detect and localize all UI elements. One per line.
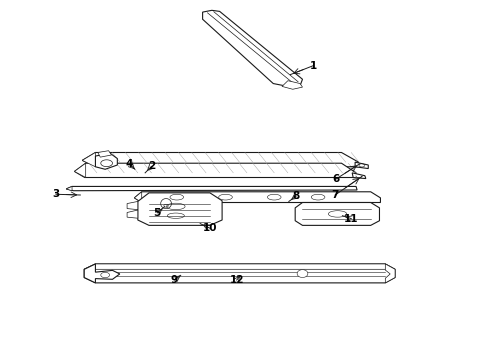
Ellipse shape — [219, 194, 232, 200]
Polygon shape — [84, 264, 395, 283]
Text: 12: 12 — [229, 275, 244, 285]
Text: 6: 6 — [332, 174, 339, 184]
Polygon shape — [66, 186, 357, 191]
Ellipse shape — [167, 203, 185, 210]
Ellipse shape — [170, 194, 184, 200]
Polygon shape — [74, 163, 86, 177]
Polygon shape — [295, 203, 379, 225]
Polygon shape — [84, 264, 395, 269]
Ellipse shape — [268, 194, 281, 200]
Text: 2: 2 — [148, 161, 155, 171]
Polygon shape — [82, 153, 359, 167]
Polygon shape — [74, 163, 356, 177]
Text: 8: 8 — [293, 191, 300, 201]
Polygon shape — [352, 173, 366, 179]
Polygon shape — [202, 10, 302, 86]
Polygon shape — [98, 151, 112, 157]
Ellipse shape — [167, 213, 184, 219]
Polygon shape — [138, 193, 222, 225]
Ellipse shape — [328, 211, 347, 217]
Polygon shape — [134, 192, 142, 203]
Text: 1: 1 — [310, 61, 317, 71]
Polygon shape — [134, 192, 380, 203]
Polygon shape — [127, 202, 138, 210]
Polygon shape — [84, 264, 120, 283]
Polygon shape — [82, 153, 96, 167]
Text: 10: 10 — [203, 223, 217, 233]
Polygon shape — [385, 264, 395, 283]
Text: 11: 11 — [344, 213, 359, 224]
Polygon shape — [127, 210, 138, 218]
Text: 4: 4 — [126, 159, 133, 169]
Polygon shape — [66, 186, 72, 191]
Text: 9: 9 — [171, 275, 178, 285]
Polygon shape — [355, 162, 368, 168]
Text: 7: 7 — [331, 190, 339, 200]
Ellipse shape — [311, 194, 325, 200]
Text: 3: 3 — [52, 189, 60, 199]
Polygon shape — [282, 81, 302, 89]
Polygon shape — [96, 153, 117, 169]
Circle shape — [297, 270, 308, 278]
Text: 5: 5 — [154, 208, 161, 218]
